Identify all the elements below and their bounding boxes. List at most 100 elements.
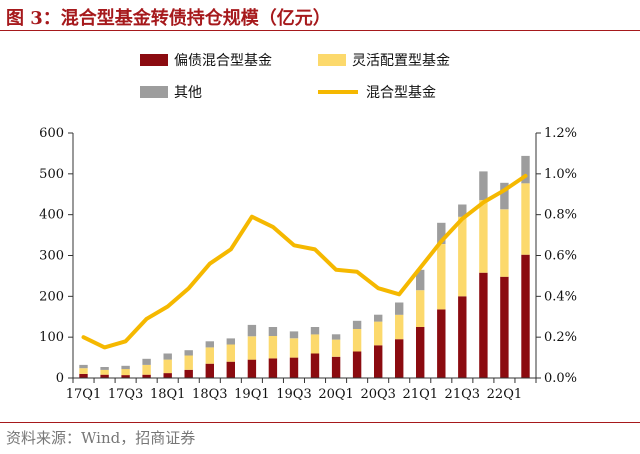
bar-1-20Q4 (395, 314, 404, 340)
figure-title: 图 3：混合型基金转债持仓规模（亿元） (6, 8, 331, 29)
bar-2-17Q4 (142, 358, 151, 365)
legend-label-0: 偏债混合型基金 (174, 52, 272, 69)
bar-2-18Q2 (184, 350, 193, 356)
x-tick-label: 17Q1 (66, 387, 101, 402)
bar-2-17Q3 (121, 365, 130, 370)
source-divider (0, 422, 640, 423)
bar-0-19Q3 (289, 357, 299, 378)
bar-2-21Q3 (458, 204, 467, 217)
bar-0-22Q2 (521, 254, 530, 378)
legend-label-2: 其他 (174, 85, 202, 101)
bar-1-21Q1 (416, 290, 425, 327)
bar-1-17Q1 (79, 368, 88, 374)
bar-2-19Q3 (289, 331, 299, 339)
bar-1-17Q4 (142, 364, 151, 375)
bar-1-20Q3 (374, 321, 383, 346)
bar-1-18Q2 (184, 355, 193, 370)
bar-2-20Q4 (395, 302, 404, 315)
legend-swatch-1 (318, 54, 346, 66)
bar-2-18Q4 (226, 338, 235, 345)
y-right-tick-label: 0.0% (544, 371, 577, 386)
x-tick-label: 20Q1 (318, 387, 353, 402)
bar-2-22Q2 (521, 155, 530, 184)
bar-0-19Q1 (247, 359, 257, 378)
bar-0-21Q1 (416, 327, 425, 378)
y-left-tick-label: 0 (56, 371, 64, 386)
y-left-tick-label: 600 (39, 126, 64, 141)
x-tick-label: 19Q3 (276, 387, 311, 402)
x-tick-label: 21Q1 (403, 387, 438, 402)
bar-2-21Q4 (479, 171, 488, 200)
x-tick-label: 18Q3 (192, 387, 227, 402)
bar-2-22Q1 (500, 182, 509, 210)
bar-2-19Q1 (247, 324, 257, 337)
bar-0-20Q3 (374, 345, 383, 378)
x-tick-label: 17Q3 (108, 387, 143, 402)
bar-2-19Q2 (268, 327, 278, 336)
bar-1-19Q4 (310, 334, 320, 354)
bar-0-18Q3 (205, 363, 214, 378)
bar-2-18Q1 (163, 353, 172, 360)
bar-0-19Q4 (310, 353, 320, 378)
bar-1-18Q1 (163, 359, 172, 374)
y-right-tick-label: 0.4% (544, 289, 577, 304)
bar-0-17Q2 (100, 374, 109, 378)
bar-0-20Q1 (331, 356, 341, 378)
x-tick-label: 19Q1 (234, 387, 269, 402)
bar-0-21Q2 (437, 309, 446, 378)
bar-0-18Q2 (184, 369, 193, 378)
y-right-tick-label: 0.8% (544, 208, 577, 223)
bar-2-18Q3 (205, 341, 214, 348)
bar-1-20Q1 (331, 339, 341, 357)
bar-2-19Q4 (310, 327, 320, 335)
bar-1-21Q2 (437, 244, 446, 310)
legend-swatch-0 (140, 54, 168, 66)
bar-0-17Q3 (121, 375, 130, 378)
bar-2-17Q1 (79, 364, 88, 369)
bar-1-21Q4 (479, 200, 488, 273)
bar-0-22Q1 (500, 276, 509, 378)
y-right-tick-label: 1.2% (544, 126, 577, 141)
bar-1-17Q2 (100, 369, 109, 375)
legend-label-3: 混合型基金 (366, 84, 436, 101)
bar-layer (79, 155, 530, 378)
bar-1-19Q1 (247, 336, 257, 360)
bar-1-21Q3 (458, 216, 467, 297)
legend-swatch-2 (140, 86, 168, 98)
bar-0-19Q2 (268, 358, 278, 378)
bar-1-22Q1 (500, 209, 509, 277)
bar-2-21Q1 (416, 269, 425, 291)
bar-2-20Q3 (374, 314, 383, 322)
bar-1-18Q4 (226, 344, 235, 362)
bar-2-17Q2 (100, 367, 109, 370)
bar-1-20Q2 (352, 329, 362, 352)
bar-0-20Q4 (395, 339, 404, 378)
x-tick-label: 18Q1 (150, 387, 185, 402)
bar-0-17Q1 (79, 373, 88, 378)
bar-2-20Q1 (331, 334, 341, 340)
x-tick-label: 22Q1 (487, 387, 522, 402)
x-tick-label: 20Q3 (360, 387, 395, 402)
bar-1-18Q3 (205, 347, 214, 364)
y-left-tick-label: 300 (39, 249, 64, 264)
source-note: 资料来源：Wind，招商证券 (6, 429, 196, 447)
bar-0-18Q1 (163, 373, 172, 378)
bar-1-19Q2 (268, 335, 278, 359)
axes-layer: 0 100 200 300 400 500 600 0.0% 0.2% 0.4% 0.6% 0.8% 1… (39, 126, 577, 402)
bar-0-18Q4 (226, 361, 235, 378)
bar-0-21Q4 (479, 272, 488, 378)
bar-2-20Q2 (352, 320, 362, 329)
y-left-tick-label: 400 (39, 208, 64, 223)
bar-1-17Q3 (121, 369, 130, 376)
line-mixed-fund (81, 173, 528, 350)
bar-0-17Q4 (142, 374, 151, 378)
line-layer (81, 173, 528, 350)
y-right-tick-label: 1.0% (544, 167, 577, 182)
bar-0-21Q3 (458, 296, 467, 378)
y-left-tick-label: 100 (39, 330, 64, 345)
bar-2-21Q2 (437, 222, 446, 244)
y-right-tick-label: 0.2% (544, 330, 577, 345)
y-left-tick-label: 200 (39, 289, 64, 304)
